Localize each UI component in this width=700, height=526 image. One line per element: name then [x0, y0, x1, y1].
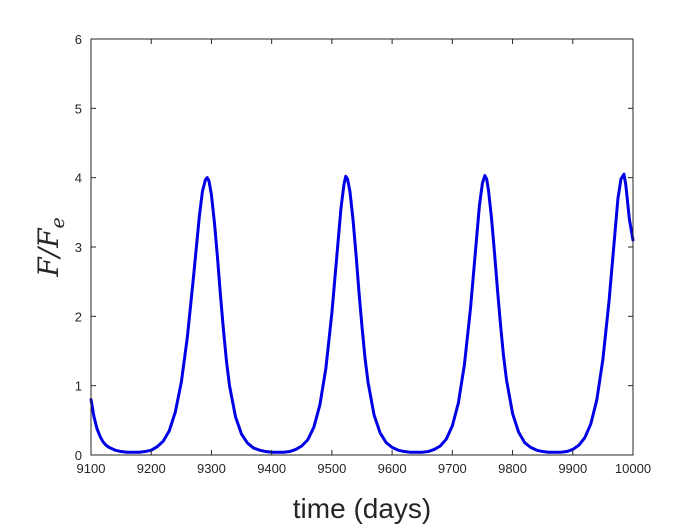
y-tick-label: 3	[75, 240, 82, 255]
y-tick-label: 2	[75, 309, 82, 324]
plot-background	[91, 39, 633, 455]
x-tick-label: 9600	[378, 461, 407, 476]
x-tick-label: 9800	[498, 461, 527, 476]
x-axis-label: time (days)	[293, 493, 431, 524]
x-tick-label: 9700	[438, 461, 467, 476]
svg-text:F/Fe: F/Fe	[32, 217, 69, 278]
x-tick-label: 10000	[615, 461, 651, 476]
y-axis-label-main: F/F	[32, 227, 65, 278]
y-tick-label: 4	[75, 171, 82, 186]
y-axis-label: F/Fe	[32, 217, 69, 278]
y-tick-label: 6	[75, 32, 82, 47]
x-tick-label: 9900	[558, 461, 587, 476]
plot-frame	[90, 38, 634, 456]
x-tick-label: 9300	[197, 461, 226, 476]
series-line-0	[89, 172, 635, 454]
x-axis-ticks: 9100 9200 9300 9400 9500 9600 9700 9800 9900 1000…	[77, 39, 651, 476]
y-tick-label: 0	[75, 448, 82, 463]
y-tick-label: 5	[75, 101, 82, 116]
y-axis-label-subscript: e	[47, 217, 69, 228]
x-tick-label: 9400	[257, 461, 286, 476]
x-tick-label: 9100	[77, 461, 106, 476]
x-tick-label: 9200	[137, 461, 166, 476]
x-tick-label: 9500	[317, 461, 346, 476]
y-tick-label: 1	[75, 379, 82, 394]
series-layer	[89, 172, 635, 454]
